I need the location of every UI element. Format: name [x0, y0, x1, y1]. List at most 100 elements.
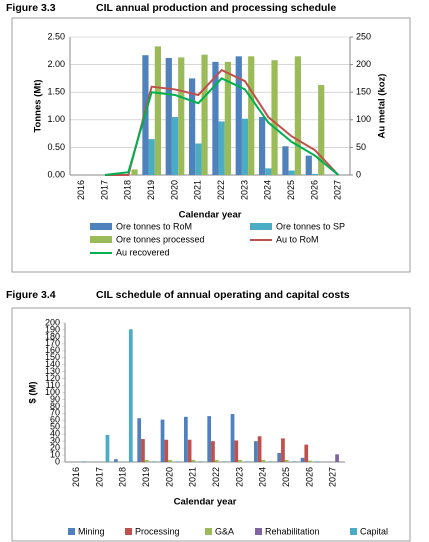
line: [104, 77, 339, 176]
y-tick-label: 0: [55, 456, 60, 466]
bar: [175, 461, 180, 462]
bar: [271, 60, 278, 175]
bar: [154, 46, 161, 175]
figure-title: CIL schedule of annual operating and cap…: [96, 289, 350, 301]
y-tick-label: 70: [50, 408, 60, 418]
bar: [288, 170, 295, 175]
figure-label: Figure 3.3: [6, 2, 56, 14]
y-tick-label: 1.00: [47, 114, 65, 124]
y2-axis-title: Au metal (koz): [377, 74, 388, 139]
bar: [235, 56, 242, 175]
x-tick-label: 2016: [71, 467, 81, 487]
y2-tick-label: 150: [356, 87, 371, 97]
x-tick-label: 2017: [94, 467, 104, 487]
bar: [141, 439, 145, 462]
y-tick-label: 180: [45, 331, 60, 341]
y-tick-label: 10: [50, 449, 60, 459]
y-tick-label: 2.00: [47, 59, 65, 69]
bar: [211, 441, 215, 462]
bar: [224, 61, 231, 176]
x-tick-label: 2023: [239, 180, 249, 200]
bar: [265, 168, 272, 175]
bar: [160, 419, 165, 462]
bar: [171, 117, 179, 175]
bar: [168, 459, 172, 462]
legend-swatch: [90, 223, 112, 230]
legend-label: Au to RoM: [276, 234, 319, 244]
bar: [311, 173, 319, 175]
y-tick-label: 50: [50, 422, 60, 432]
x-tick-label: 2026: [304, 467, 314, 487]
bar: [294, 56, 301, 175]
x-axis-title: Calendar year: [179, 210, 242, 221]
legend-label: Rehabilitation: [265, 526, 320, 536]
bar: [128, 329, 133, 462]
bar: [214, 459, 219, 462]
bar: [238, 459, 242, 462]
y-tick-label: 90: [50, 394, 60, 404]
bar: [212, 61, 219, 176]
bar: [165, 57, 172, 176]
legend-label: Mining: [78, 526, 105, 536]
x-tick-label: 2024: [263, 180, 273, 200]
x-tick-label: 2018: [123, 180, 133, 200]
bar: [335, 454, 339, 462]
x-tick-label: 2021: [193, 180, 203, 200]
figure-title: CIL annual production and processing sch…: [96, 2, 336, 14]
y-tick-label: 190: [45, 324, 60, 334]
legend-swatch: [350, 528, 357, 535]
x-tick-label: 2019: [141, 467, 151, 487]
bar: [308, 460, 312, 462]
y-tick-label: 130: [45, 366, 60, 376]
bar: [201, 54, 208, 175]
x-tick-label: 2026: [309, 180, 319, 200]
y-tick-label: 20: [50, 442, 60, 452]
x-tick-label: 2020: [164, 467, 174, 487]
y-tick-label: 30: [50, 436, 60, 446]
x-tick-label: 2021: [188, 467, 198, 487]
x-tick-label: 2022: [211, 467, 221, 487]
legend-label: Ore tonnes processed: [116, 234, 205, 244]
bar: [218, 121, 225, 175]
bar: [234, 440, 239, 462]
bar: [82, 461, 86, 462]
x-tick-label: 2019: [146, 180, 156, 200]
bar: [318, 85, 325, 175]
legend-swatch: [68, 528, 75, 535]
y-tick-label: 80: [50, 401, 60, 411]
bar: [184, 416, 188, 462]
y-tick-label: 0.50: [47, 142, 65, 152]
x-tick-label: 2022: [216, 180, 226, 200]
y-axis-title: Tonnes (Mt): [33, 79, 44, 132]
bar: [131, 169, 138, 175]
x-tick-label: 2024: [258, 467, 268, 487]
bar: [191, 459, 196, 462]
bar: [105, 434, 110, 462]
y2-tick-label: 200: [356, 59, 371, 69]
x-tick-label: 2027: [333, 180, 343, 200]
bar: [152, 461, 156, 462]
legend-swatch: [90, 236, 112, 243]
x-tick-label: 2020: [169, 180, 179, 200]
bar: [277, 452, 282, 462]
bar: [195, 143, 202, 175]
bar: [315, 461, 320, 462]
figure-label: Figure 3.4: [6, 289, 56, 301]
y2-tick-label: 0: [356, 169, 361, 179]
legend-label: Ore tonnes to RoM: [116, 221, 192, 231]
legend-label: Capital: [360, 526, 388, 536]
legend-swatch: [205, 528, 212, 535]
bar: [230, 414, 235, 462]
y-tick-label: 60: [50, 415, 60, 425]
y-tick-label: 160: [45, 345, 60, 355]
bar: [257, 436, 262, 462]
bar: [268, 461, 273, 462]
y-tick-label: 0.00: [47, 169, 65, 179]
bar: [144, 459, 149, 462]
legend-swatch: [125, 528, 132, 535]
x-tick-label: 2025: [286, 180, 296, 200]
bar: [245, 461, 250, 462]
legend-label: Ore tonnes to SP: [276, 221, 345, 231]
